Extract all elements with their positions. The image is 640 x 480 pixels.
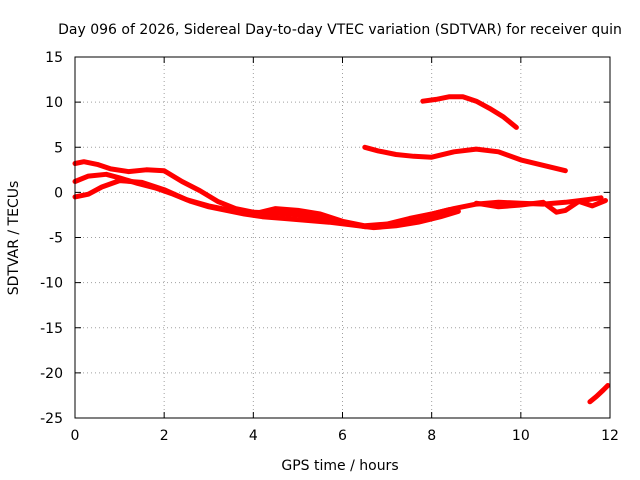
y-tick-label: 5 [54, 140, 63, 156]
x-tick-label: 2 [160, 428, 169, 444]
x-tick-label: 8 [427, 428, 436, 444]
series-layer [72, 94, 611, 405]
y-axis-label: SDTVAR / TECUs [6, 181, 22, 296]
x-tick-label: 10 [512, 428, 530, 444]
series-track-d [473, 198, 608, 215]
y-tick-label: -5 [49, 231, 63, 247]
series-track-c [72, 178, 452, 229]
x-axis-label: GPS time / hours [281, 458, 398, 474]
x-tick-label: 4 [249, 428, 258, 444]
y-tick-label: -25 [40, 411, 63, 427]
chart-title: Day 096 of 2026, Sidereal Day-to-day VTE… [58, 22, 622, 38]
series-track-e [362, 144, 568, 174]
series-track-f [420, 94, 519, 130]
series-track-a [72, 159, 604, 230]
y-tick-label: 10 [45, 95, 63, 111]
series-track-g [587, 383, 611, 405]
grid [75, 57, 610, 418]
x-tick-label: 12 [601, 428, 619, 444]
y-tick-label: -20 [40, 366, 63, 382]
x-tick-label: 6 [338, 428, 347, 444]
y-tick-label: 0 [54, 185, 63, 201]
x-tick-label: 0 [71, 428, 80, 444]
ticks: 0 2 4 6 8 10 12 -25 -20 -15 -10 -5 0 5 10 15 [40, 50, 619, 444]
y-tick-label: -15 [40, 321, 63, 337]
y-tick-label: 15 [45, 50, 63, 66]
y-tick-label: -10 [40, 276, 63, 292]
